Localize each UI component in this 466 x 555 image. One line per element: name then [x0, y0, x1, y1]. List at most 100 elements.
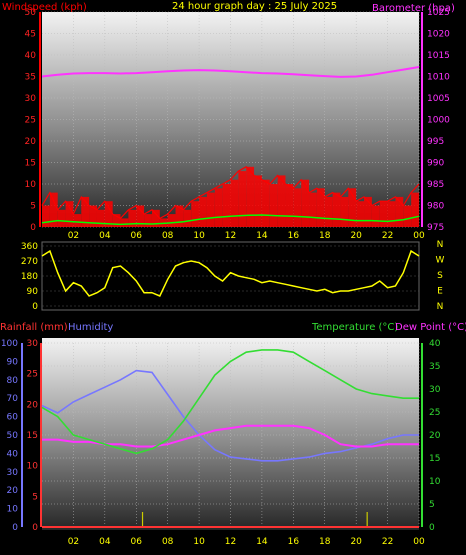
gust-bar — [128, 209, 137, 227]
gust-bar — [254, 175, 262, 227]
x-tick-label: 20 — [350, 231, 362, 241]
x-tick-label: 14 — [256, 231, 268, 241]
x-tick-label: 22 — [382, 231, 393, 241]
gust-bar — [104, 201, 113, 227]
x-tick-label: 06 — [131, 231, 143, 241]
wind-tick-label: 25 — [25, 116, 36, 126]
gust-bar — [49, 192, 58, 227]
gust-bar — [411, 192, 419, 227]
dir-tick-label: 180 — [21, 272, 38, 282]
axis-labels: 0510152025303540455097598098599099510001… — [1, 8, 450, 547]
gust-bar — [167, 214, 176, 227]
gust-bar — [112, 214, 121, 227]
gust-bar — [214, 188, 223, 227]
humidity-tick-label: 100 — [1, 339, 18, 349]
compass-label: W — [436, 256, 445, 266]
gust-bar — [395, 196, 404, 227]
x-tick-label: 00 — [413, 231, 425, 241]
gust-bar — [57, 209, 66, 227]
gust-bar — [183, 209, 192, 227]
humidity-tick-label: 0 — [12, 523, 18, 533]
humidity-tick-label: 60 — [7, 413, 19, 423]
gust-bar — [89, 205, 97, 227]
rain-tick-label: 5 — [32, 492, 38, 502]
grid-lines — [42, 11, 420, 528]
gust-bar — [277, 175, 286, 227]
x-tick-label: 04 — [99, 231, 111, 241]
dewpoint-axis-title: Dew Point (°C) — [395, 322, 466, 333]
gust-bar — [73, 214, 82, 227]
gust-bar — [293, 188, 302, 227]
compass-label: N — [437, 302, 444, 312]
wind-tick-label: 0 — [30, 223, 36, 233]
wind-tick-label: 5 — [30, 202, 36, 212]
gust-bar — [332, 192, 341, 227]
x-tick-label: 20 — [350, 537, 362, 547]
x-tick-label: 06 — [131, 537, 143, 547]
x-tick-label: 18 — [319, 231, 331, 241]
gust-bar — [120, 218, 129, 227]
baro-tick-label: 990 — [427, 159, 444, 169]
humidity-tick-label: 10 — [7, 505, 19, 515]
gust-bar — [324, 196, 333, 227]
compass-label: E — [437, 287, 443, 297]
x-tick-label: 10 — [193, 231, 205, 241]
wind-tick-label: 50 — [25, 8, 37, 18]
direction-line — [41, 249, 420, 297]
x-tick-label: 22 — [382, 537, 393, 547]
gust-bar — [151, 209, 160, 227]
baro-tick-label: 975 — [427, 223, 444, 233]
baro-tick-label: 1020 — [427, 30, 450, 40]
gust-bar — [309, 192, 317, 227]
barometer-line — [41, 66, 420, 78]
x-tick-label: 00 — [413, 537, 425, 547]
avg-wind-line — [41, 214, 420, 226]
baro-tick-label: 1015 — [427, 51, 450, 61]
dir-tick-label: 270 — [21, 257, 38, 267]
x-tick-label: 10 — [193, 537, 205, 547]
gust-bar — [387, 201, 396, 227]
humidity-tick-label: 40 — [7, 449, 19, 459]
humidity-line — [41, 369, 419, 462]
gust-bar — [348, 188, 357, 227]
wind-axis-title: Windspeed (kph) — [2, 2, 87, 13]
gust-bar — [222, 184, 231, 227]
rain-tick-label: 20 — [27, 400, 39, 410]
rain-tick-label: 0 — [32, 523, 38, 533]
dir-tick-label: 90 — [27, 287, 39, 297]
baro-axis-title: Barometer (hpa) — [372, 3, 455, 14]
humidity-axis-title: Humidity — [68, 322, 113, 333]
gust-bar — [371, 205, 380, 227]
gust-bar — [246, 166, 255, 227]
wind-tick-label: 10 — [25, 180, 37, 190]
wind-tick-label: 40 — [25, 51, 37, 61]
humidity-tick-label: 20 — [7, 486, 19, 496]
x-tick-label: 16 — [288, 231, 300, 241]
temperature-line — [41, 349, 419, 455]
gust-bar — [199, 196, 207, 227]
wind-tick-label: 20 — [25, 137, 37, 147]
temp-tick-label: 30 — [429, 385, 441, 395]
temp-tick-label: 25 — [429, 408, 440, 418]
temp-tick-label: 35 — [429, 362, 440, 372]
gust-bar — [364, 196, 372, 227]
gust-bar — [206, 192, 215, 227]
gust-bar — [356, 201, 365, 227]
x-tick-label: 18 — [319, 537, 331, 547]
baro-tick-label: 1000 — [427, 116, 450, 126]
rain-tick-label: 25 — [27, 370, 38, 380]
x-tick-label: 02 — [68, 231, 79, 241]
temp-axis-title: Temperature (°C) — [311, 322, 398, 333]
gust-bar — [301, 179, 310, 227]
temp-tick-label: 40 — [429, 339, 441, 349]
dir-tick-label: 360 — [21, 242, 38, 252]
chart-marks — [41, 66, 420, 528]
x-tick-label: 02 — [68, 537, 79, 547]
gust-bar — [144, 214, 152, 227]
humidity-tick-label: 50 — [7, 431, 19, 441]
wind-tick-label: 45 — [25, 30, 36, 40]
gust-bar — [136, 205, 145, 227]
humidity-tick-label: 30 — [7, 468, 19, 478]
humidity-tick-label: 80 — [7, 376, 19, 386]
